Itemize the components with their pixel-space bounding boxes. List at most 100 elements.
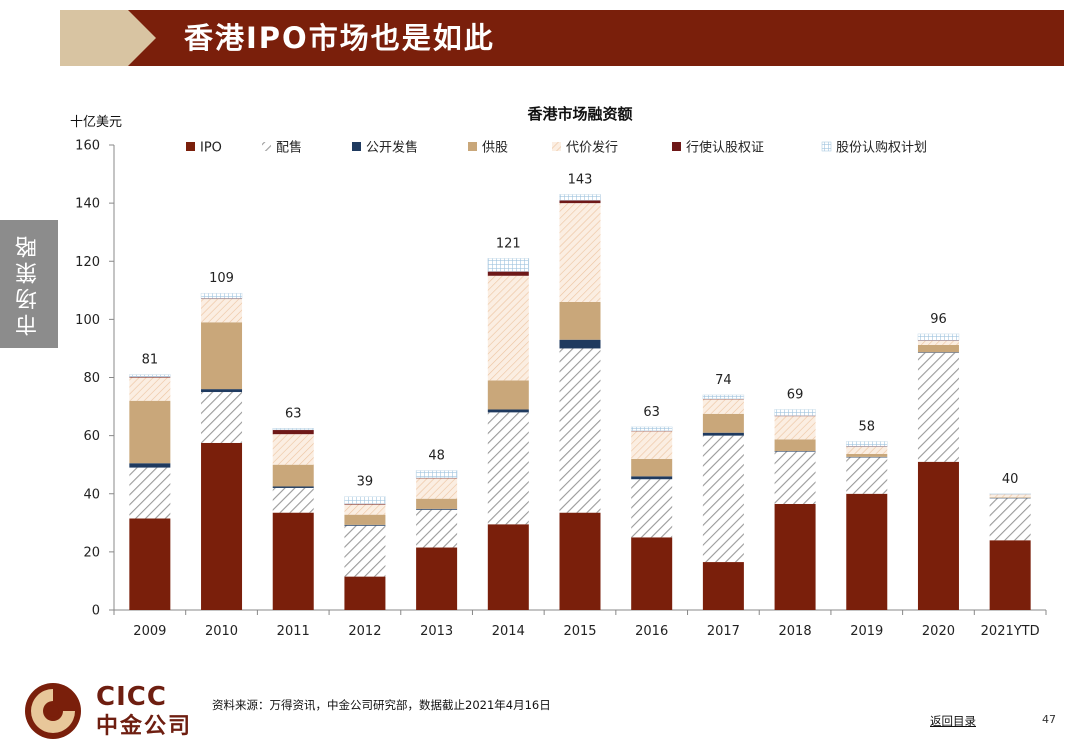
x-tick-label: 2016 [635, 624, 668, 639]
y-axis-unit-label: 十亿美元 [70, 115, 122, 130]
bar-segment-rights [129, 400, 171, 464]
bar-segment-placing [774, 451, 816, 504]
x-tick-label: 2009 [133, 624, 166, 639]
back-to-contents-link[interactable]: 返回目录 [930, 714, 976, 728]
total-label: 109 [209, 271, 234, 286]
bar-segment-placing [416, 509, 458, 548]
bar-segment-consideration_issue [272, 434, 314, 465]
bar-segment-warrants [559, 200, 601, 204]
bar-segment-ipo [989, 540, 1031, 610]
bar-segment-rights [416, 498, 458, 509]
bar-segment-consideration_issue [344, 504, 386, 515]
bar-segment-share_options [129, 374, 171, 377]
x-tick-label: 2013 [420, 624, 453, 639]
bar-segment-public_offer [846, 456, 888, 458]
legend-swatch-ipo [186, 142, 195, 151]
chart-bars [129, 194, 1031, 610]
bar-segment-public_offer [416, 508, 458, 510]
bar-segment-consideration_issue [989, 494, 1031, 498]
bar-segment-placing [272, 487, 314, 513]
bar-segment-rights [559, 301, 601, 340]
bar-segment-consideration_issue [416, 478, 458, 499]
bar-segment-share_options [774, 409, 816, 416]
y-tick-label: 40 [83, 487, 100, 502]
bar-segment-public_offer [272, 486, 314, 488]
bar-segment-ipo [917, 461, 959, 610]
total-label: 74 [715, 373, 732, 388]
total-label: 63 [285, 406, 302, 421]
bar-segment-share_options [846, 441, 888, 447]
total-label: 121 [496, 236, 521, 251]
side-tab[interactable]: 市场策略 [0, 220, 58, 348]
legend-label: 公开发售 [366, 140, 418, 156]
bar-segment-consideration_issue [846, 446, 888, 454]
bar-segment-share_options [200, 292, 243, 299]
bar-segment-rights [487, 380, 529, 410]
bar-segment-rights [846, 453, 888, 457]
bar-segment-ipo [129, 518, 171, 610]
bar-segment-ipo [201, 442, 243, 610]
bar-segment-warrants [272, 429, 314, 435]
x-tick-label: 2018 [779, 624, 812, 639]
bar-segment-rights [344, 514, 386, 525]
legend-label: 代价发行 [566, 140, 618, 156]
bar-segment-warrants [129, 376, 171, 378]
y-tick-label: 20 [83, 545, 100, 560]
bar-segment-public_offer [487, 409, 529, 413]
bar-segment-public_offer [917, 352, 959, 353]
bar-segment-placing [917, 352, 959, 462]
y-tick-label: 100 [75, 313, 100, 328]
logo-chinese-name: 中金公司 [96, 714, 193, 739]
total-label: 143 [568, 172, 593, 187]
x-tick-label: 2020 [922, 624, 955, 639]
legend-label: 配售 [276, 140, 302, 156]
bar-segment-ipo [272, 512, 314, 610]
x-tick-label: 2010 [205, 624, 238, 639]
bar-segment-consideration_issue [487, 275, 529, 381]
bar-segment-share_options [559, 194, 601, 201]
slide-title: 香港IPO市场也是如此 [184, 21, 495, 55]
bar-segment-share_options [630, 426, 673, 431]
x-tick-label: 2021YTD [981, 624, 1040, 639]
bar-segment-share_options [272, 428, 314, 431]
total-label: 48 [428, 449, 445, 464]
bar-segment-placing [989, 498, 1031, 541]
y-tick-label: 120 [75, 255, 100, 270]
bar-segment-placing [846, 457, 888, 494]
bar-segment-ipo [559, 512, 601, 610]
bar-segment-public_offer [344, 524, 386, 526]
bar-segment-public_offer [559, 339, 601, 349]
bar-segment-warrants [201, 298, 243, 300]
bar-segment-placing [201, 392, 243, 443]
bar-segment-rights [631, 458, 673, 477]
total-label: 69 [787, 387, 804, 402]
bar-segment-consideration_issue [631, 431, 673, 459]
y-tick-label: 0 [92, 604, 100, 619]
x-tick-label: 2017 [707, 624, 740, 639]
chart-labels: 81 2009 109 2010 63 2011 39 2012 48 2013 121 2014 14… [133, 172, 1039, 639]
bar-segment-rights [702, 413, 744, 433]
bar-segment-consideration_issue [774, 416, 816, 440]
y-tick-label: 160 [75, 139, 100, 154]
bar-segment-public_offer [702, 432, 744, 436]
bar-segment-placing [559, 348, 601, 513]
bar-segment-share_options [917, 333, 960, 341]
logo-wordmark: CICC [96, 682, 167, 712]
bar-segment-rights [201, 322, 243, 390]
y-tick-label: 60 [83, 429, 100, 444]
bar-segment-ipo [631, 537, 673, 610]
x-tick-label: 2019 [850, 624, 883, 639]
cicc-logo-icon [25, 683, 81, 739]
bar-segment-placing [487, 412, 529, 525]
bar-segment-share_options [702, 394, 745, 399]
legend-swatch-warrants [672, 142, 681, 151]
legend-swatch-share_options [821, 141, 832, 152]
legend-swatch-consideration_issue [552, 142, 561, 151]
legend-swatch-public_offer [352, 142, 361, 151]
bar-segment-consideration_issue [702, 399, 744, 414]
x-tick-label: 2011 [277, 624, 310, 639]
bar-segment-warrants [702, 398, 744, 400]
total-label: 63 [643, 405, 660, 420]
x-tick-label: 2014 [492, 624, 525, 639]
x-tick-label: 2015 [563, 624, 596, 639]
